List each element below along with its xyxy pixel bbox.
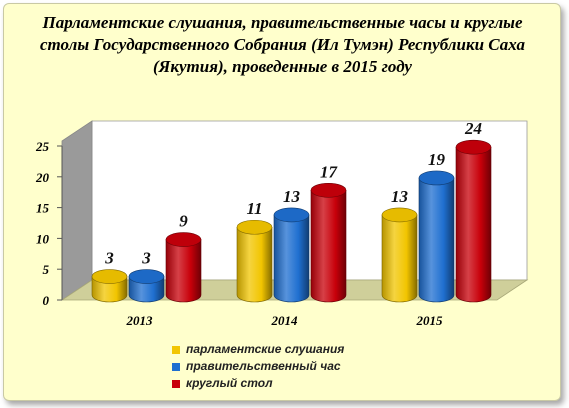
legend-item: круглый стол — [172, 375, 344, 392]
bar-body — [165, 239, 202, 303]
bar-body — [418, 177, 455, 303]
bar-body — [310, 189, 347, 303]
data-label: 11 — [246, 199, 262, 218]
legend-label: правительственный час — [186, 359, 341, 373]
legend-swatch — [172, 363, 180, 371]
data-label: 13 — [391, 187, 409, 206]
bar-body — [273, 214, 310, 303]
legend-swatch — [172, 380, 180, 388]
y-tick-label: 15 — [36, 201, 50, 216]
bar: 3 — [91, 249, 128, 303]
y-tick-label: 20 — [35, 170, 50, 185]
x-tick-label: 2014 — [271, 313, 299, 328]
bar-top — [165, 232, 202, 247]
legend-swatch — [172, 346, 180, 354]
x-tick-label: 2015 — [416, 313, 444, 328]
legend-item: правительственный час — [172, 358, 344, 375]
y-tick-label: 5 — [43, 262, 50, 277]
bar-top — [455, 139, 492, 155]
bar: 19 — [418, 150, 455, 303]
x-tick-label: 2013 — [126, 313, 154, 328]
data-label: 24 — [464, 119, 482, 138]
y-tick-label: 25 — [35, 139, 50, 154]
bar: 13 — [381, 187, 418, 303]
bars: 3 3 9 11 13 17 13 19 24 — [91, 119, 492, 303]
bar-top — [418, 170, 455, 186]
y-tick-label: 10 — [36, 231, 50, 246]
chart-title: Парламентские слушания, правительственны… — [39, 13, 525, 76]
data-label: 19 — [428, 150, 446, 169]
bar: 24 — [455, 119, 492, 303]
legend-label: круглый стол — [186, 376, 273, 390]
bar-top — [236, 219, 273, 235]
legend: парламентские слушания правительственный … — [172, 341, 344, 392]
data-label: 13 — [283, 187, 301, 206]
data-label: 3 — [141, 249, 151, 268]
data-label: 17 — [320, 162, 339, 181]
legend-label: парламентские слушания — [186, 342, 345, 356]
data-label: 3 — [104, 249, 114, 268]
bar-body — [455, 146, 492, 303]
x-axis: 2013 2014 2015 — [126, 313, 444, 328]
bar: 9 — [165, 212, 202, 303]
legend-item: парламентские слушания — [172, 341, 344, 358]
bar: 3 — [128, 249, 165, 303]
bar-body — [236, 226, 273, 303]
bar-top — [310, 182, 347, 198]
bar-top — [273, 207, 310, 223]
bar: 17 — [310, 162, 347, 303]
bar-top — [128, 269, 165, 284]
y-axis: 0 5 10 15 20 25 — [35, 139, 63, 308]
bar-top — [381, 207, 418, 223]
bar-top — [91, 269, 128, 284]
bar: 13 — [273, 187, 310, 303]
data-label: 9 — [179, 212, 188, 231]
bar: 11 — [236, 199, 273, 303]
side-wall — [61, 120, 93, 301]
bar-body — [381, 214, 418, 303]
y-tick-label: 0 — [43, 293, 50, 308]
